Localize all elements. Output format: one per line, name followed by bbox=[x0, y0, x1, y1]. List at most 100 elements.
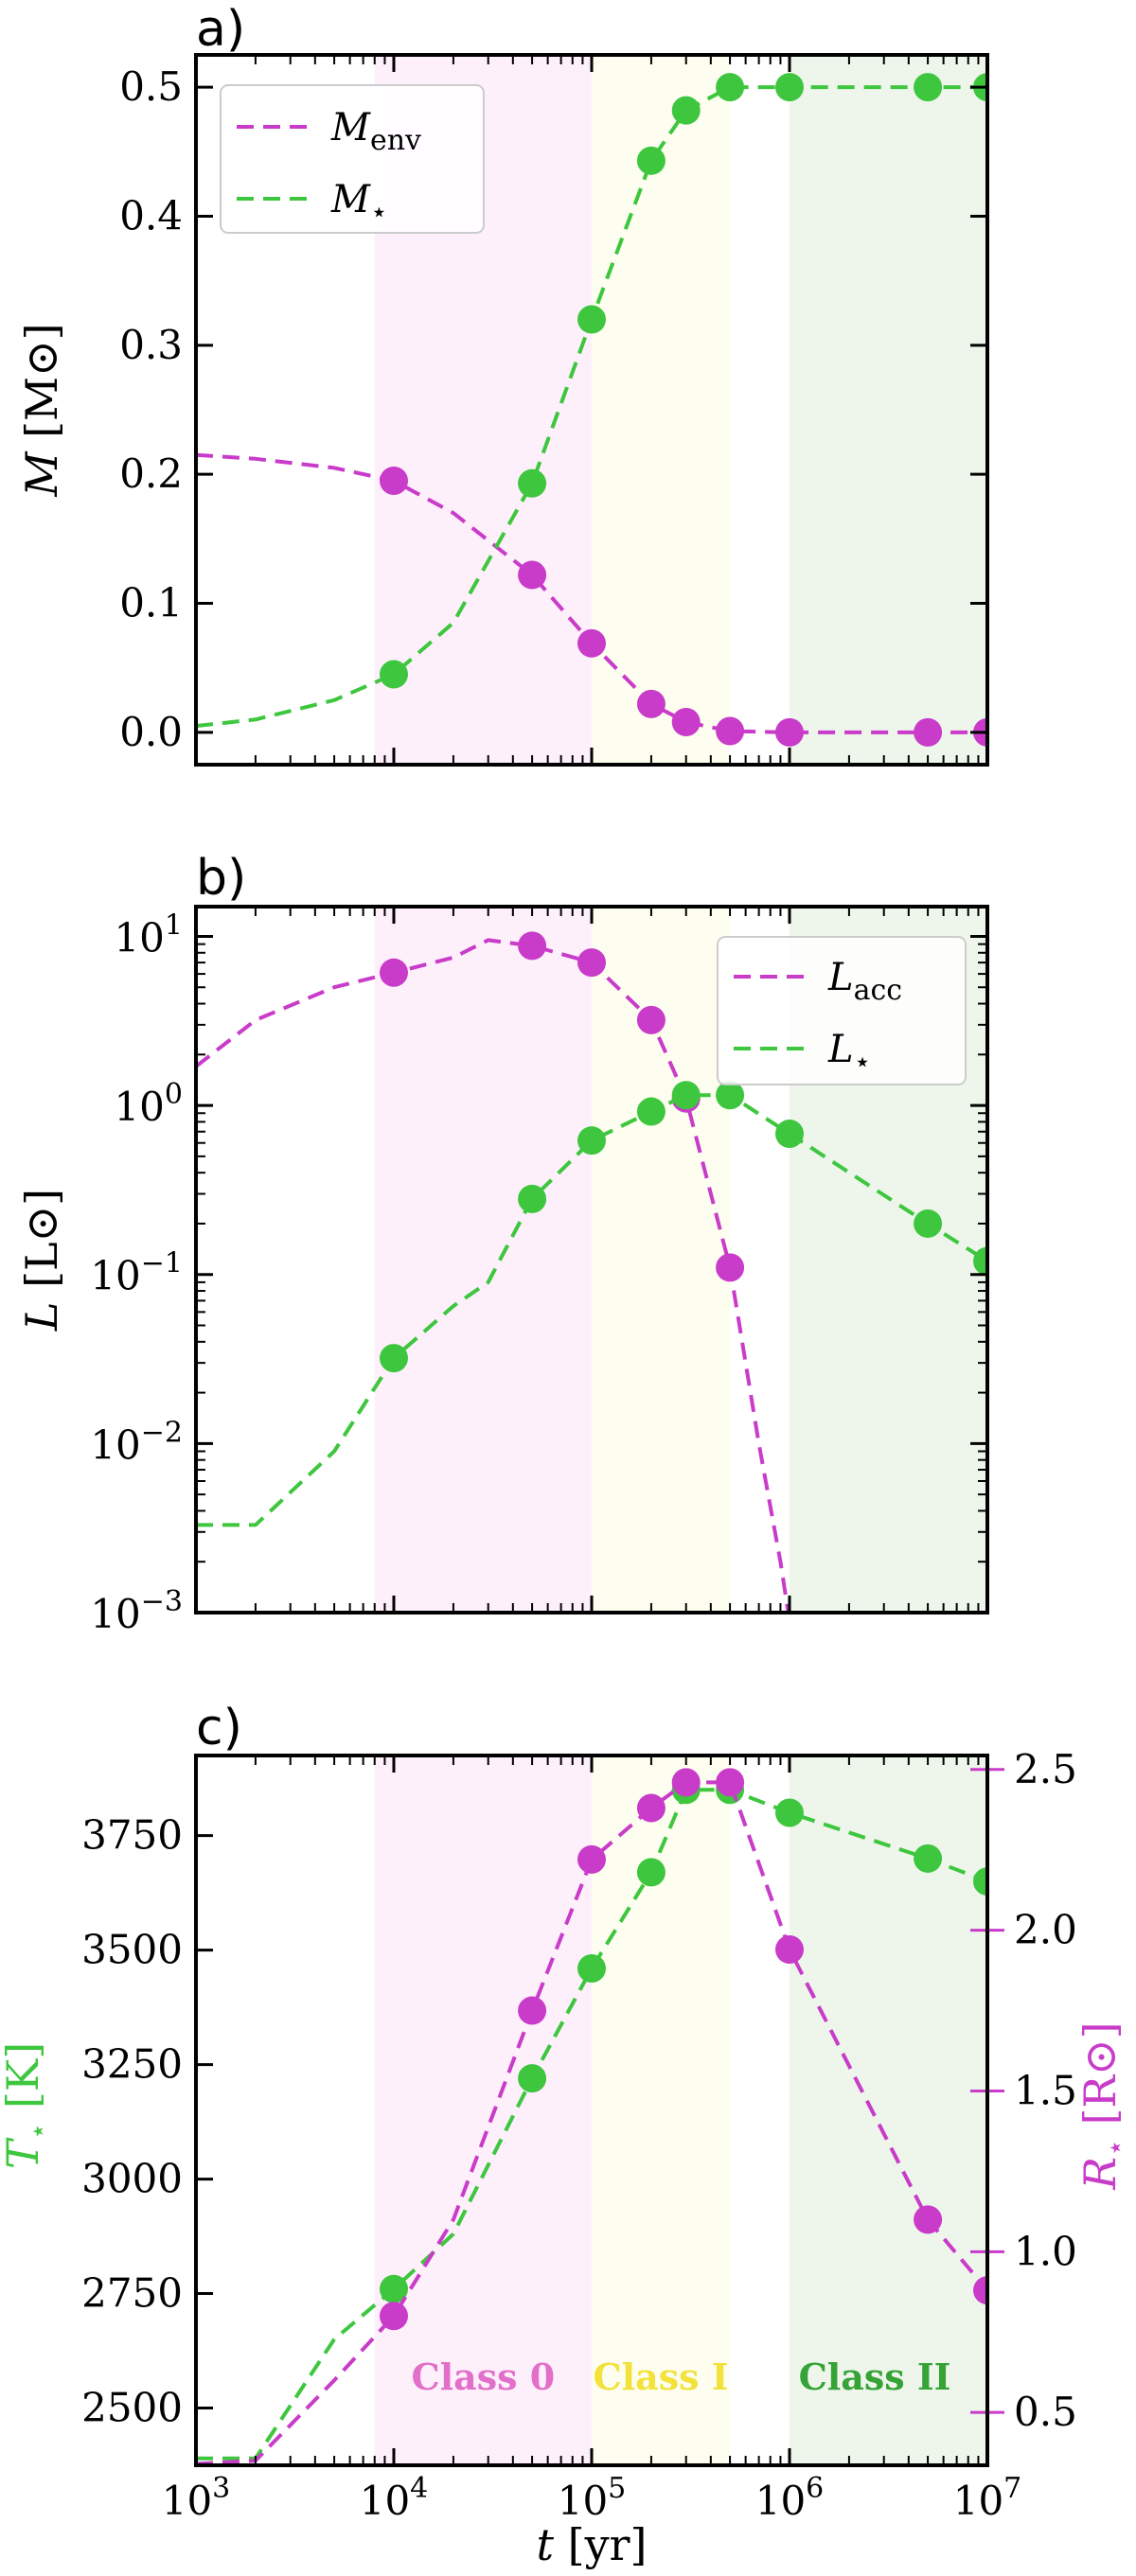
menv-marker bbox=[775, 717, 804, 747]
y-tick-label: 10−2 bbox=[90, 1416, 183, 1468]
y-tick-label-right: 2.5 bbox=[1014, 1746, 1077, 1792]
legend-label: Menv bbox=[330, 106, 421, 157]
rstar-marker bbox=[914, 2205, 943, 2234]
panel-label: b) bbox=[196, 850, 246, 907]
mstar-marker bbox=[577, 305, 606, 334]
shaded-region-class0 bbox=[374, 1756, 592, 2465]
tstar-marker bbox=[577, 1954, 606, 1983]
y-tick-label-left: 2750 bbox=[81, 2270, 183, 2317]
y-tick-label-left: 3750 bbox=[81, 1812, 183, 1859]
lstar-marker bbox=[518, 1184, 547, 1213]
rstar-marker bbox=[636, 1793, 666, 1823]
y-axis-label: L [L⊙] bbox=[16, 1189, 67, 1332]
menv-marker bbox=[518, 560, 547, 590]
y-axis-label-left: T⋆ [K] bbox=[0, 2042, 55, 2169]
panel-a: 0.0 0.1 0.2 0.3 0.4 0.5 a) M [M⊙] Menv M⋆ bbox=[16, 1, 989, 767]
lstar-marker bbox=[671, 1081, 701, 1110]
lacc-marker bbox=[577, 948, 606, 978]
y-tick-label: 101 bbox=[114, 909, 183, 961]
y-axis-label-right: R⋆ [R⊙] bbox=[1074, 2021, 1132, 2190]
lstar-marker bbox=[577, 1126, 606, 1156]
mstar-marker bbox=[380, 660, 408, 689]
tstar-marker bbox=[636, 1858, 666, 1887]
shaded-region-class0 bbox=[374, 907, 592, 1613]
y-tick-label: 0.3 bbox=[119, 322, 183, 368]
plot-frame bbox=[194, 905, 989, 1614]
lstar-marker bbox=[716, 1081, 745, 1110]
rstar-marker bbox=[775, 1935, 804, 1965]
y-tick-label: 100 bbox=[114, 1078, 183, 1130]
lacc-marker bbox=[380, 958, 408, 987]
tstar-marker bbox=[380, 2274, 408, 2303]
rstar-marker bbox=[671, 1768, 701, 1797]
mstar-marker bbox=[716, 73, 745, 102]
shaded-region-class2 bbox=[790, 55, 987, 765]
legend: Menv M⋆ bbox=[220, 84, 485, 234]
y-tick-label: 10−1 bbox=[90, 1247, 183, 1299]
y-tick-label-right: 0.5 bbox=[1014, 2389, 1077, 2435]
x-tick-label: 106 bbox=[755, 2472, 825, 2524]
lacc-marker bbox=[636, 1005, 666, 1034]
legend-label: L⋆ bbox=[827, 1028, 871, 1079]
menv-marker bbox=[577, 628, 606, 658]
lstar-marker bbox=[380, 1344, 408, 1373]
y-tick-label-right: 2.0 bbox=[1014, 1907, 1077, 1953]
rstar-marker bbox=[577, 1844, 606, 1874]
plot-frame bbox=[194, 53, 989, 767]
y-tick-label-right: 1.5 bbox=[1014, 2067, 1077, 2113]
panel-label: a) bbox=[196, 1, 245, 58]
y-tick-label: 0.1 bbox=[119, 580, 183, 626]
shaded-region-class1 bbox=[592, 55, 731, 765]
lstar-marker bbox=[636, 1097, 666, 1126]
plot-frame bbox=[194, 1754, 989, 2467]
shaded-region-class2 bbox=[790, 1756, 987, 2465]
y-tick-label-right: 1.0 bbox=[1014, 2228, 1077, 2274]
mstar-marker bbox=[518, 468, 547, 498]
rstar-marker bbox=[518, 1996, 547, 2025]
menv-marker bbox=[636, 689, 666, 718]
y-tick-label: 10−3 bbox=[90, 1585, 183, 1637]
tstar-marker bbox=[914, 1844, 943, 1873]
legend-box bbox=[220, 84, 485, 234]
tstar-marker bbox=[973, 1867, 987, 1897]
x-tick-label: 105 bbox=[558, 2472, 627, 2524]
legend-box bbox=[717, 936, 967, 1085]
y-tick-label-left: 3250 bbox=[81, 2041, 183, 2088]
tstar-marker bbox=[518, 2064, 547, 2093]
lstar-marker bbox=[914, 1209, 943, 1238]
lstar-marker bbox=[973, 1246, 987, 1276]
lstar-marker bbox=[775, 1120, 804, 1149]
y-axis-label: M [M⊙] bbox=[16, 323, 67, 497]
panel-c: Class 0 Class I Class II 2500 2750 3000 3250 35… bbox=[0, 1700, 1132, 2570]
panel-a-series bbox=[196, 73, 987, 747]
class-label: Class 0 bbox=[411, 2355, 555, 2398]
rstar-marker bbox=[973, 2276, 987, 2305]
y-tick-label: 0.0 bbox=[119, 709, 183, 755]
mstar-marker bbox=[775, 73, 804, 102]
lacc-line bbox=[196, 938, 790, 1613]
x-tick-label: 104 bbox=[360, 2472, 429, 2524]
lacc-marker bbox=[716, 1253, 745, 1282]
mstar-marker bbox=[671, 96, 701, 125]
menv-marker bbox=[716, 716, 745, 746]
lacc-marker bbox=[518, 931, 547, 961]
class-label: Class I bbox=[593, 2355, 728, 2398]
rstar-marker bbox=[716, 1768, 745, 1797]
y-tick-label-left: 3000 bbox=[81, 2156, 183, 2202]
x-axis-label: t [yr] bbox=[537, 2519, 648, 2570]
y-tick-label: 0.2 bbox=[119, 450, 183, 497]
tstar-marker bbox=[775, 1798, 804, 1827]
legend-label: Lacc bbox=[827, 956, 902, 1007]
y-tick-label-left: 2500 bbox=[81, 2385, 183, 2431]
menv-marker bbox=[380, 467, 408, 495]
panel-b-series bbox=[196, 931, 987, 1613]
menv-marker bbox=[914, 717, 943, 747]
panel-label: c) bbox=[196, 1700, 242, 1756]
y-tick-label: 0.4 bbox=[119, 192, 183, 238]
y-tick-label: 0.5 bbox=[119, 63, 183, 110]
rstar-marker bbox=[380, 2302, 408, 2331]
mstar-marker bbox=[636, 146, 666, 175]
mstar-marker bbox=[914, 73, 943, 102]
menv-marker bbox=[671, 708, 701, 736]
